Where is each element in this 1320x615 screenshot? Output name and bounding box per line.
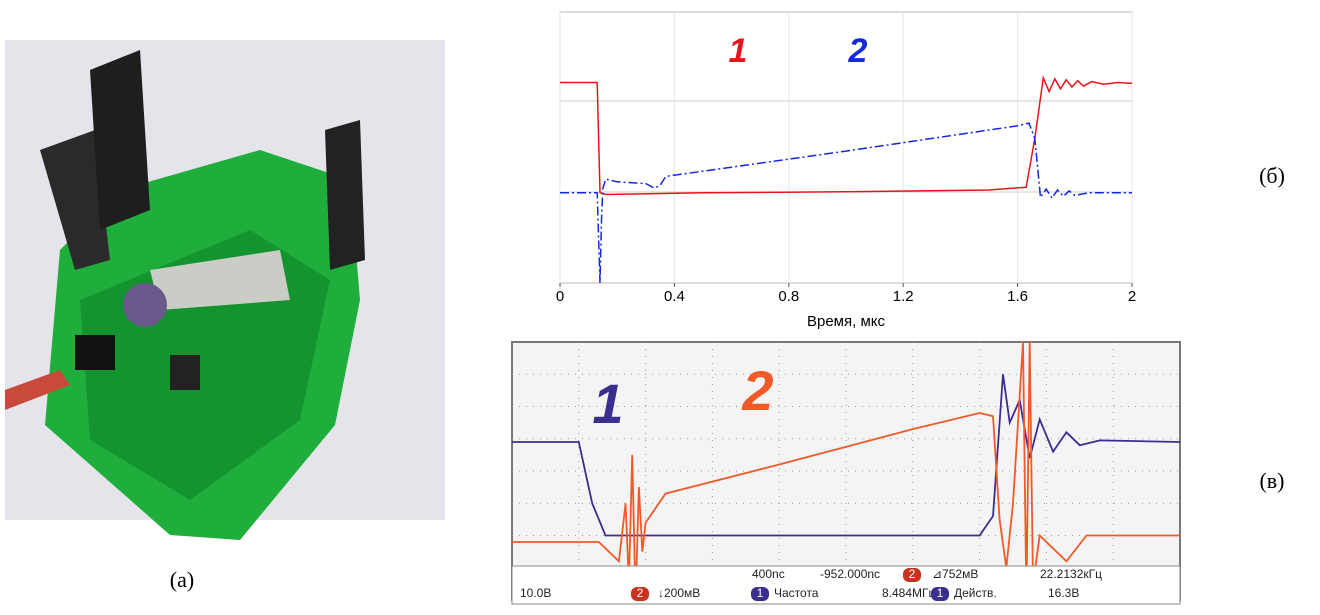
readout-box — [511, 565, 1181, 605]
readout: 400nc — [752, 567, 785, 581]
series-line — [512, 342, 1180, 600]
readout: 1 — [757, 586, 764, 600]
channel-badge — [931, 587, 949, 601]
series-label: 1 — [592, 372, 623, 435]
readout: ⊿752мВ — [932, 567, 978, 581]
readout: 1 — [937, 586, 944, 600]
photo-caption: (а) — [170, 567, 194, 592]
series-label: 1 — [729, 32, 748, 70]
x-tick-label: 0.8 — [778, 288, 799, 305]
channel-badge — [631, 587, 649, 601]
x-tick-label: 0.4 — [664, 288, 685, 305]
series-line — [560, 75, 1132, 196]
panel-caption: (в) — [1259, 468, 1284, 493]
x-tick-label: 0 — [556, 288, 564, 305]
readout: 10.0В — [520, 586, 551, 600]
series-line — [560, 122, 1132, 283]
channel-badge — [751, 587, 769, 601]
x-tick-label: 2 — [1128, 288, 1136, 305]
readout: 2 — [909, 567, 916, 581]
readout: ↓200мВ — [658, 586, 700, 600]
readout: Действ. — [954, 586, 997, 600]
readout: 16.3В — [1048, 586, 1079, 600]
x-tick-label: 1.2 — [893, 288, 914, 305]
readout: 8.484МГц — [882, 586, 936, 600]
x-axis-label: Время, мкс — [807, 313, 886, 330]
photo — [5, 40, 445, 540]
series-line — [512, 374, 1180, 537]
readout: Частота — [774, 586, 819, 600]
plot-area — [559, 11, 1133, 284]
panel-caption: (б) — [1259, 163, 1285, 188]
series-label: 2 — [848, 32, 868, 70]
channel-badge — [903, 568, 921, 582]
readout: -952.000nc — [820, 567, 880, 581]
readout: 2 — [637, 586, 644, 600]
series-label: 2 — [741, 359, 773, 422]
x-tick-label: 1.6 — [1007, 288, 1028, 305]
readout: 22.2132кГц — [1040, 567, 1102, 581]
